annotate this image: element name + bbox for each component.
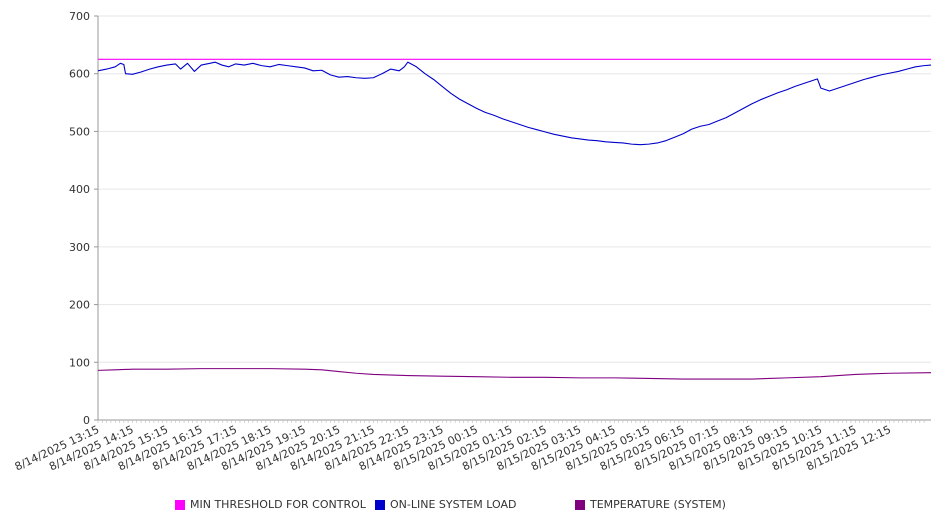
- series-line-on-line-system-load: [97, 61, 932, 146]
- y-axis-ticks: 0 100 200 300 400 500 600 700: [69, 10, 98, 427]
- legend-swatch-temperature: [575, 499, 585, 510]
- y-tick-label-600: 600: [69, 68, 90, 81]
- x-axis-ticks: 8/14/2025 13:158/14/2025 14:158/14/2025 …: [13, 420, 925, 473]
- legend-label-temperature: TEMPERATURE (SYSTEM): [590, 498, 726, 511]
- legend-item-temperature: TEMPERATURE (SYSTEM): [575, 498, 726, 511]
- axes: [97, 16, 931, 421]
- legend-swatch-system-load: [375, 499, 385, 510]
- series-group: [97, 58, 932, 380]
- y-tick-label-200: 200: [69, 299, 90, 312]
- legend-label-min-threshold: MIN THRESHOLD FOR CONTROL: [190, 498, 366, 511]
- legend-swatch-min-threshold: [175, 499, 185, 510]
- grid-lines: [98, 15, 931, 363]
- legend-label-system-load: ON-LINE SYSTEM LOAD: [390, 498, 517, 511]
- legend-item-min-threshold: MIN THRESHOLD FOR CONTROL: [175, 498, 366, 511]
- series-line-temperature-system: [97, 368, 932, 380]
- y-tick-label-0: 0: [83, 414, 90, 427]
- y-tick-label-300: 300: [69, 241, 90, 254]
- y-tick-label-700: 700: [69, 10, 90, 23]
- y-tick-label-100: 100: [69, 356, 90, 369]
- y-tick-label-500: 500: [69, 125, 90, 138]
- legend-item-system-load: ON-LINE SYSTEM LOAD: [375, 498, 516, 511]
- y-tick-label-400: 400: [69, 183, 90, 196]
- legend: MIN THRESHOLD FOR CONTROL ON-LINE SYSTEM…: [0, 498, 946, 514]
